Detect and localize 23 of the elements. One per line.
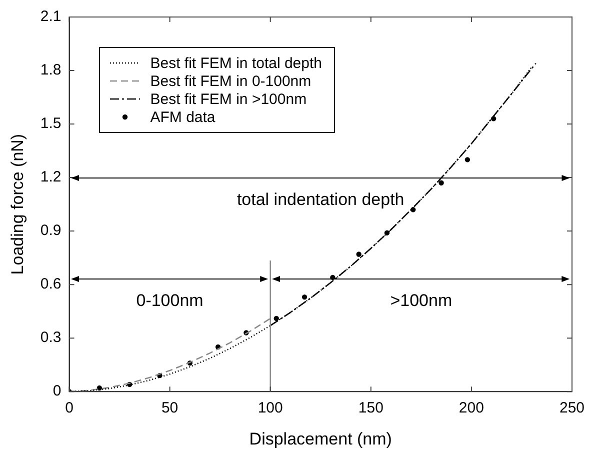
- annotation: total indentation depth: [236, 190, 406, 210]
- annotation: 0-100nm: [135, 291, 204, 312]
- x-tick-label: 50: [161, 400, 178, 417]
- legend-label: AFM data: [150, 108, 216, 126]
- legend-label: Best fit FEM in >100nm: [150, 90, 307, 108]
- y-tick-label: 0.3: [40, 329, 62, 346]
- y-tick-label: 1.5: [40, 115, 62, 132]
- x-tick-label: 200: [458, 400, 484, 417]
- y-tick-label: 0.9: [40, 222, 62, 240]
- x-tick-label: 150: [358, 400, 384, 417]
- legend-label: Best fit FEM in total depth: [150, 54, 322, 72]
- y-axis-title: Loading force (nN): [8, 134, 27, 275]
- x-tick-label: 250: [559, 400, 585, 417]
- x-tick-label: 100: [258, 400, 283, 417]
- annotation: >100nm: [389, 291, 454, 312]
- x-axis-title: Displacement (nm): [249, 429, 392, 448]
- x-tick-label: 0: [65, 400, 74, 417]
- y-tick-label: 0.6: [40, 276, 62, 293]
- y-tick-label: 1.2: [40, 168, 62, 186]
- y-tick-label: 1.8: [40, 62, 62, 79]
- legend-label: Best fit FEM in 0-100nm: [150, 72, 312, 90]
- y-tick-label: 2.1: [40, 8, 62, 26]
- y-tick-label: 0: [52, 382, 62, 400]
